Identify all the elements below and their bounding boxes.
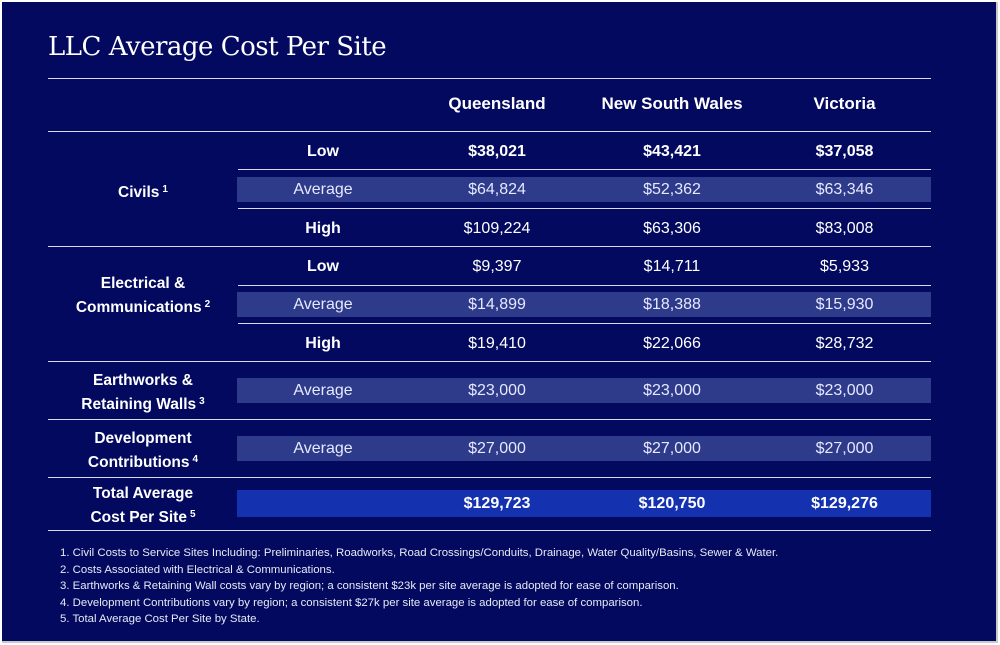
divider (238, 208, 931, 209)
divider (238, 285, 931, 286)
table-cell-queensland: $19,410 (468, 335, 526, 352)
divider (48, 477, 931, 478)
row-highlight (237, 378, 931, 403)
table-cell-queensland: $14,899 (468, 296, 526, 313)
table-cell-victoria: $15,930 (815, 296, 874, 313)
row-label-average: Average (293, 296, 353, 313)
table-cell-queensland: $38,021 (468, 143, 526, 160)
row-label-high: High (305, 335, 341, 352)
row-label-average: Average (293, 181, 353, 198)
table-cell-victoria: $27,000 (815, 440, 874, 457)
total-cell-queensland: $129,723 (463, 495, 531, 512)
group-label-electrical-communications: Electrical & Communications 2 (75, 275, 211, 316)
table-cell-victoria: $23,000 (815, 382, 874, 399)
table-cell-new-south-wales: $63,306 (643, 220, 701, 237)
footnote: 3. Earthworks & Retaining Wall costs var… (60, 580, 679, 592)
page-title: LLC Average Cost Per Site (48, 32, 387, 62)
table-cell-victoria: $5,933 (820, 258, 869, 275)
row-highlight (237, 177, 931, 202)
table-cell-queensland: $23,000 (468, 382, 526, 399)
table-cell-queensland: $27,000 (468, 440, 526, 457)
table-cell-new-south-wales: $52,362 (643, 181, 701, 198)
footnotes: 1. Civil Costs to Service Sites Includin… (60, 545, 778, 628)
table-cell-new-south-wales: $43,421 (643, 143, 701, 160)
divider (48, 361, 931, 362)
table-cell-victoria: $83,008 (815, 220, 874, 237)
row-highlight (237, 292, 931, 317)
divider (238, 323, 931, 324)
row-label-average: Average (293, 382, 353, 399)
group-label-total-average-cost: Total Average Cost Per Site 5 (90, 485, 196, 526)
column-header-new-south-wales: New South Wales (601, 94, 743, 113)
column-header-victoria: Victoria (813, 94, 876, 113)
table-cell-queensland: $64,824 (468, 181, 526, 198)
divider (48, 419, 931, 420)
table-cell-queensland: $109,224 (463, 220, 531, 237)
row-label-low: Low (307, 143, 339, 160)
total-cell-victoria: $129,276 (811, 495, 878, 512)
row-highlight (237, 436, 931, 461)
table-cell-new-south-wales: $14,711 (643, 258, 701, 275)
divider (238, 169, 931, 170)
table-cell-victoria: $63,346 (815, 181, 874, 198)
table-cell-new-south-wales: $23,000 (643, 382, 701, 399)
row-label-average: Average (293, 440, 353, 457)
total-row-highlight (237, 490, 931, 517)
column-header-queensland: Queensland (448, 94, 546, 113)
row-label-low: Low (307, 258, 339, 275)
table-cell-victoria: $28,732 (815, 335, 874, 352)
footnote: 4. Development Contributions vary by reg… (60, 596, 643, 609)
group-label-civils: Civils 1 (118, 184, 168, 201)
row-label-high: High (305, 220, 341, 237)
group-label-earthworks-retaining-walls: Earthworks & Retaining Walls 3 (81, 372, 205, 413)
divider (48, 131, 931, 132)
table-cell-new-south-wales: $18,388 (643, 296, 701, 313)
total-cell-new-south-wales: $120,750 (638, 495, 706, 512)
footnote: 5. Total Average Cost Per Site by State. (60, 613, 260, 625)
divider (48, 78, 931, 79)
table-cell-new-south-wales: $27,000 (643, 440, 701, 457)
footnote: 1. Civil Costs to Service Sites Includin… (60, 547, 779, 559)
divider (48, 530, 931, 531)
table-cell-new-south-wales: $22,066 (643, 335, 701, 352)
table-cell-victoria: $37,058 (815, 143, 874, 160)
footnote: 2. Costs Associated with Electrical & Co… (60, 563, 335, 576)
divider (48, 246, 931, 247)
group-label-development-contributions: Development Contributions 4 (87, 430, 199, 471)
table-cell-queensland: $9,397 (472, 258, 522, 275)
